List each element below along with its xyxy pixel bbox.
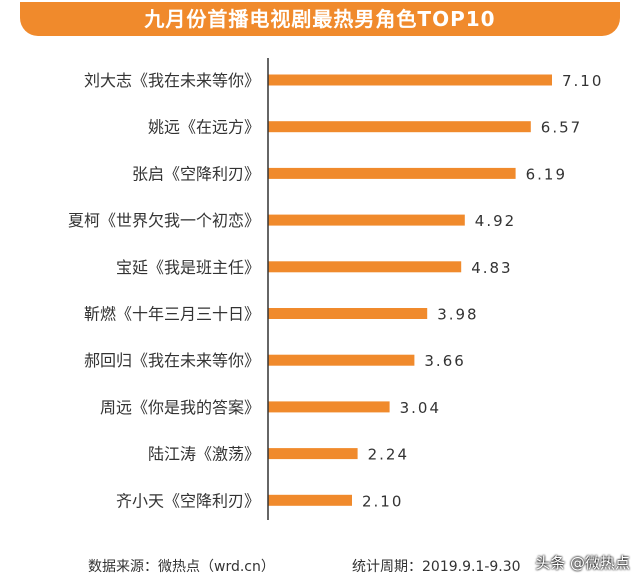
category-label-9: 陆江涛《激荡》 (148, 445, 260, 464)
value-label-5: 4.83 (471, 259, 512, 277)
bar-4 (268, 214, 465, 226)
category-label-7: 郝回归《我在未来等你》 (84, 351, 260, 370)
data-source-text: 数据来源：微热点（wrd.cn） (88, 559, 275, 575)
value-label-9: 2.24 (368, 446, 409, 464)
bar-5 (268, 261, 462, 273)
bar-10 (268, 494, 352, 506)
bar-9 (268, 448, 358, 460)
value-label-3: 6.19 (526, 165, 567, 183)
value-labels-group: 7.10 6.57 6.19 4.92 4.83 3.98 3.66 3.04 2.24 2.10 (362, 72, 603, 510)
value-label-8: 3.04 (400, 399, 441, 417)
category-label-10: 齐小天《空降利刃》 (116, 491, 260, 510)
bar-1 (268, 74, 552, 86)
watermark: 头条 @微热点 (535, 554, 630, 572)
bar-3 (268, 167, 516, 179)
bar-6 (268, 308, 428, 319)
chart-title: 九月份首播电视剧最热男角色TOP10 (20, 2, 620, 36)
category-label-4: 夏柯《世界欠我一个初恋》 (68, 211, 260, 230)
category-labels-group: 刘大志《我在未来等你》姚远《在远方》张启《空降利刃》夏柯《世界欠我一个初恋》宝延… (68, 71, 260, 510)
bar-8 (268, 401, 390, 413)
value-label-7: 3.66 (424, 352, 465, 370)
bar-chart: 刘大志《我在未来等你》姚远《在远方》张启《空降利刃》夏柯《世界欠我一个初恋》宝延… (68, 58, 603, 520)
stat-period-text: 统计周期：2019.9.1-9.30 (352, 559, 521, 575)
value-label-10: 2.10 (362, 492, 403, 510)
category-label-3: 张启《空降利刃》 (132, 164, 260, 183)
category-label-5: 宝延《我是班主任》 (116, 258, 260, 277)
category-label-6: 靳燃《十年三月三十日》 (84, 305, 260, 324)
footer: 数据来源：微热点（wrd.cn） 统计周期：2019.9.1-9.30 头条 @… (0, 552, 640, 580)
category-label-8: 周远《你是我的答案》 (100, 398, 260, 417)
category-label-2: 姚远《在远方》 (148, 118, 260, 137)
category-label-1: 刘大志《我在未来等你》 (84, 71, 260, 90)
bar-7 (268, 354, 415, 366)
bar-2 (268, 121, 531, 133)
value-label-1: 7.10 (562, 72, 603, 90)
value-label-2: 6.57 (541, 119, 582, 137)
value-label-6: 3.98 (437, 306, 478, 324)
bars-group (268, 74, 552, 506)
value-label-4: 4.92 (475, 212, 516, 230)
